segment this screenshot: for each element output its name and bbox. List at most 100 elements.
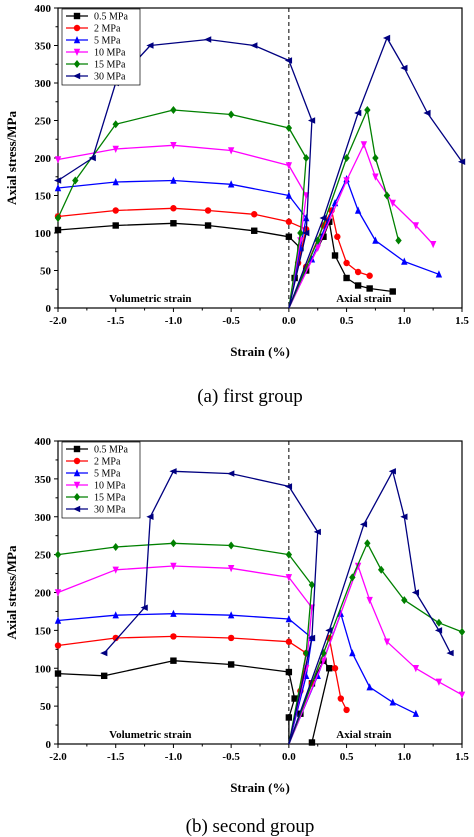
data-point-marker: [227, 634, 235, 642]
data-point-marker: [423, 109, 431, 117]
data-point-marker: [112, 207, 119, 214]
x-tick-label: 0.0: [282, 751, 296, 763]
data-point-marker: [334, 233, 341, 240]
figure-caption: (b) second group: [186, 816, 315, 837]
y-tick-label: 300: [35, 78, 52, 90]
data-point-marker: [366, 596, 373, 605]
data-point-marker: [389, 698, 396, 706]
data-point-marker: [354, 109, 362, 117]
figure-caption: (a) first group: [197, 386, 303, 407]
data-point-marker: [378, 565, 385, 574]
data-point-marker: [285, 162, 293, 170]
data-point-marker: [100, 649, 108, 657]
legend-box: [61, 8, 141, 86]
legend-swatch-marker: [73, 493, 81, 501]
x-tick-label: 1.5: [455, 315, 469, 327]
legend-swatch-marker: [73, 72, 81, 80]
data-point-marker: [307, 117, 316, 124]
legend-swatch-marker: [73, 481, 81, 489]
legend-entry-label: 15 MPa: [94, 493, 126, 504]
legend-entry-label: 5 MPa: [94, 469, 121, 480]
data-point-marker: [227, 661, 235, 668]
y-tick-label: 50: [40, 266, 52, 278]
data-point-marker: [284, 57, 293, 64]
data-point-marker: [319, 214, 327, 222]
data-point-marker: [349, 573, 356, 582]
data-point-marker: [382, 34, 391, 42]
data-point-marker: [320, 657, 327, 665]
y-tick-label: 100: [35, 228, 52, 240]
data-point-marker: [285, 638, 293, 645]
data-point-marker: [343, 259, 350, 267]
data-point-marker: [320, 233, 327, 240]
data-point-marker: [112, 145, 119, 153]
data-point-marker: [331, 665, 339, 672]
data-point-marker: [72, 176, 79, 185]
data-point-marker: [400, 513, 408, 520]
data-point-marker: [285, 218, 293, 225]
data-point-marker: [291, 695, 298, 702]
data-point-marker: [112, 543, 119, 552]
data-point-marker: [354, 562, 362, 570]
data-point-marker: [112, 611, 119, 619]
data-point-marker: [227, 470, 235, 477]
legend-entry-label: 30 MPa: [94, 505, 126, 516]
series-line-volumetric: [57, 179, 307, 309]
data-point-marker: [383, 191, 391, 200]
data-point-marker: [359, 521, 368, 528]
data-point-marker: [302, 214, 310, 222]
data-point-marker: [140, 604, 148, 611]
data-point-marker: [343, 154, 350, 162]
data-point-marker: [54, 550, 62, 559]
legend-swatch-marker: [73, 60, 81, 68]
chart-panel-second-group: -2.0 -1.5 -1.0 -0.5 0.0 0.5 1.0 1.5 0 50 100 150 200…: [4, 436, 469, 837]
legend-entry-label: 5 MPa: [94, 36, 121, 47]
data-point-marker: [251, 211, 258, 218]
legend-entry-label: 10 MPa: [94, 48, 126, 59]
x-tick-label: -0.5: [222, 751, 240, 763]
data-point-marker: [227, 180, 235, 188]
data-point-marker: [435, 678, 443, 686]
data-point-marker: [354, 282, 362, 289]
legend-swatch-marker: [73, 445, 81, 453]
legend-entry-label: 30 MPa: [94, 72, 126, 83]
data-point-marker: [372, 173, 379, 181]
x-tick-label: -1.5: [107, 751, 125, 763]
axial-strain-annotation: Axial strain: [336, 293, 391, 305]
data-point-marker: [170, 609, 177, 617]
volumetric-strain-annotation: Volumetric strain: [109, 729, 191, 741]
series-line-volumetric: [57, 542, 313, 745]
data-point-marker: [395, 236, 402, 245]
data-point-marker: [285, 615, 293, 623]
data-point-marker: [170, 142, 177, 150]
data-point-marker: [250, 42, 258, 49]
series-group: [54, 175, 443, 309]
data-point-marker: [54, 642, 62, 649]
y-tick-label: 300: [35, 512, 52, 524]
data-point-marker: [170, 539, 177, 548]
y-tick-label: 400: [35, 3, 52, 15]
y-tick-label: 350: [35, 41, 52, 53]
data-point-marker: [400, 64, 408, 72]
data-point-marker: [343, 706, 350, 714]
data-point-marker: [302, 665, 310, 673]
data-point-marker: [435, 270, 443, 278]
data-point-marker: [146, 513, 154, 520]
data-point-marker: [227, 147, 235, 155]
data-point-marker: [343, 274, 350, 282]
data-point-marker: [227, 565, 235, 573]
data-point-marker: [446, 649, 454, 657]
legend-box: [61, 441, 141, 519]
data-point-marker: [383, 638, 391, 646]
data-point-marker: [411, 589, 420, 596]
legend-swatch-marker: [73, 469, 81, 477]
data-point-marker: [308, 739, 316, 746]
legend-swatch-marker: [73, 36, 81, 44]
legend-entry-label: 2 MPa: [94, 457, 121, 468]
data-point-marker: [364, 539, 371, 548]
chart-panel-first-group: -2.0 -1.5 -1.0 -0.5 0.0 0.5 1.0 1.5 0 50 100 150 200…: [4, 3, 469, 407]
data-point-marker: [88, 154, 96, 162]
x-tick-label: 1.5: [455, 751, 469, 763]
series-line-axial: [288, 143, 434, 309]
